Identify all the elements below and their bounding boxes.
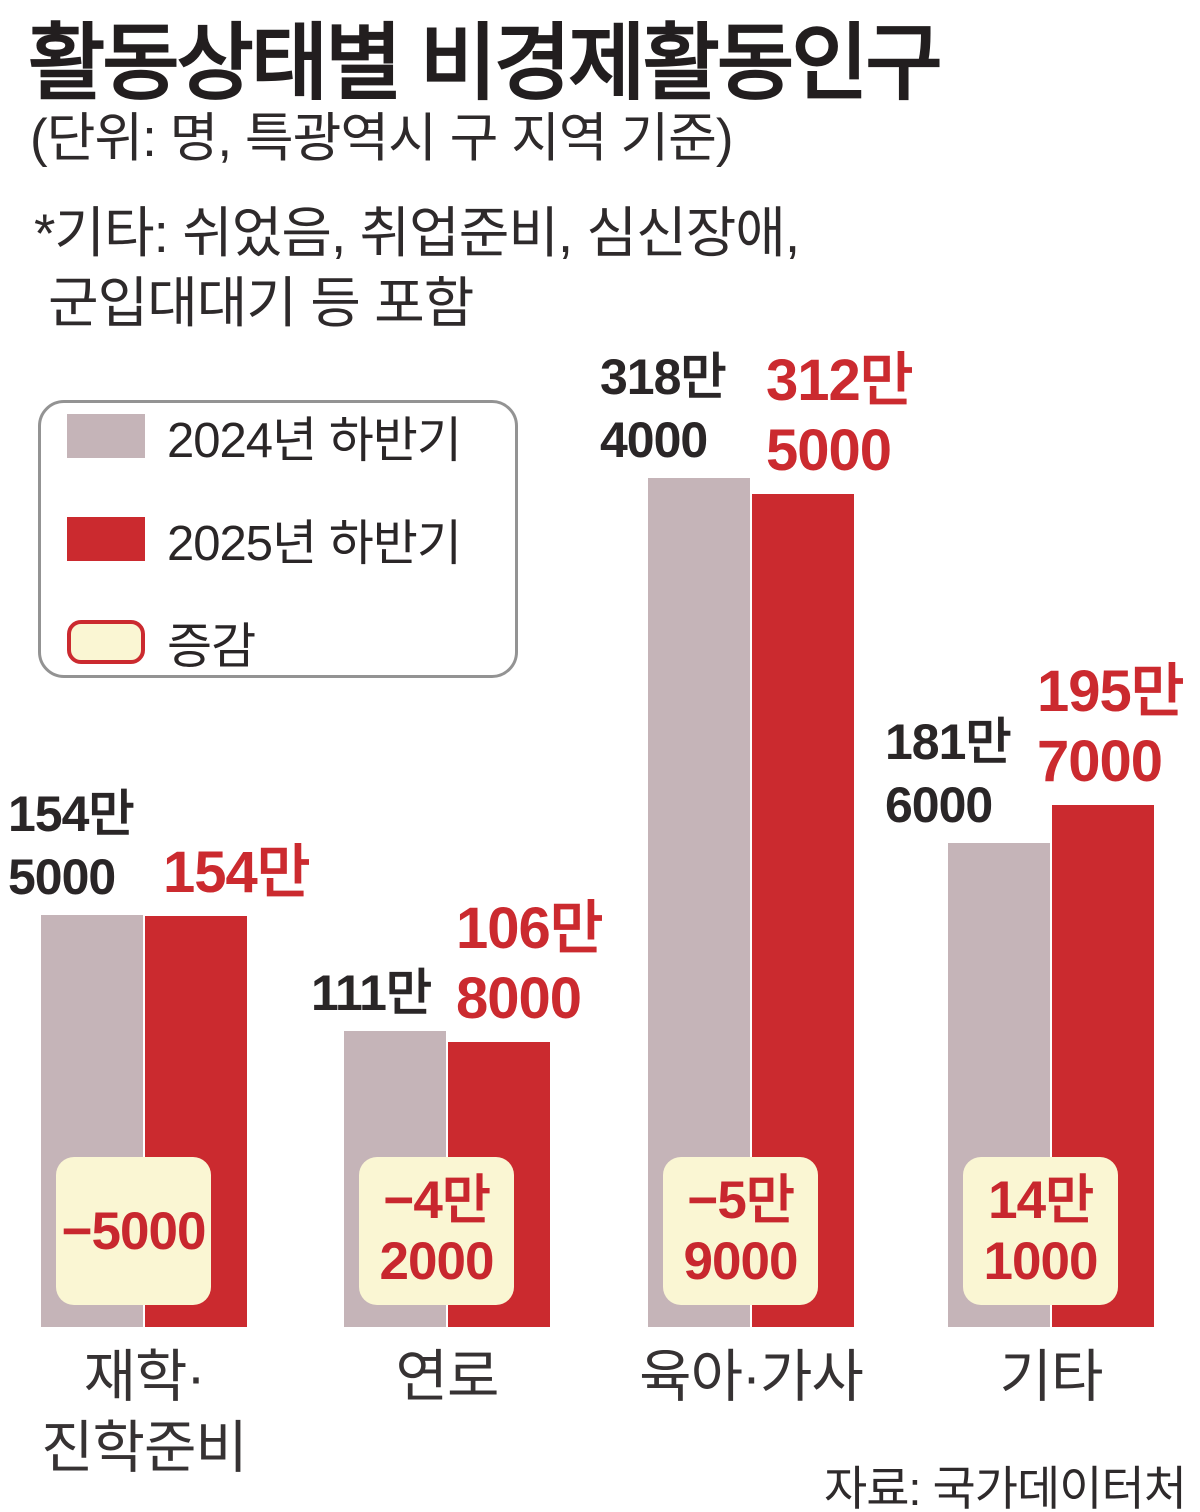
- value-2024-g1-line-1: 154만: [8, 786, 134, 842]
- footnote-line-1: *기타: 쉬었음, 취업준비, 심신장애,: [34, 202, 800, 264]
- footnote-line-2: 군입대대기 등 포함: [48, 272, 474, 334]
- change-badge-group-1: −5000: [56, 1157, 211, 1305]
- chart-footnote: *기타: 쉬었음, 취업준비, 심신장애, 군입대대기 등 포함: [34, 198, 800, 338]
- chart-unit-note: (단위: 명, 특광역시 구 지역 기준): [30, 109, 733, 168]
- change-badge-group-2: −4만 2000: [359, 1157, 514, 1305]
- category-label-1: 재학· 진학준비: [0, 1342, 319, 1484]
- change-g1-line-1: −5000: [61, 1201, 207, 1261]
- value-label-2025-group-1: 154만: [163, 838, 310, 908]
- value-label-2024-group-1: 154만 5000: [8, 783, 134, 909]
- value-2024-g1-line-2: 5000: [8, 849, 116, 905]
- value-2024-g3-line-2: 4000: [600, 411, 708, 468]
- category-label-4: 기타: [876, 1342, 1200, 1413]
- value-2025-g4-line-2: 7000: [1037, 729, 1163, 795]
- legend-swatch-2025-icon: [67, 517, 145, 561]
- value-2024-g4-line-1: 181만: [885, 713, 1011, 770]
- legend-swatch-change-icon: [67, 620, 145, 664]
- legend-label-change: 증감: [167, 619, 256, 674]
- value-2025-g4-line-1: 195만: [1037, 659, 1184, 725]
- value-label-2025-group-2: 106만 8000: [456, 894, 603, 1034]
- category-1-line-1: 재학·: [83, 1345, 206, 1409]
- value-label-2024-group-2: 111만: [311, 962, 432, 1025]
- value-2024-g4-line-2: 6000: [885, 776, 993, 833]
- change-g3-line-2: 9000: [683, 1232, 799, 1291]
- category-1-line-2: 진학준비: [41, 1416, 248, 1480]
- category-label-3: 육아·가사: [576, 1342, 926, 1413]
- change-g2-line-2: 2000: [379, 1232, 495, 1291]
- change-g4-line-1: 14만: [988, 1171, 1094, 1230]
- legend-swatch-2024-icon: [67, 414, 145, 458]
- change-g4-line-2: 1000: [983, 1232, 1099, 1291]
- category-label-2: 연로: [272, 1342, 622, 1413]
- legend-item-change: 증감: [67, 607, 515, 678]
- legend-item-2024: 2024년 하반기: [67, 401, 515, 472]
- page-title: 활동상태별 비경제활동인구: [28, 16, 943, 110]
- value-label-2025-group-4: 195만 7000: [1037, 657, 1184, 797]
- value-label-2024-group-3: 318만 4000: [600, 346, 726, 472]
- value-2025-g3-line-1: 312만: [766, 347, 913, 413]
- value-label-2024-group-4: 181만 6000: [885, 711, 1011, 837]
- change-badge-group-4: 14만 1000: [963, 1157, 1118, 1305]
- legend-label-2025: 2025년 하반기: [167, 516, 462, 571]
- value-2024-g3-line-1: 318만: [600, 348, 726, 405]
- category-3-line-1: 육아·가사: [639, 1345, 864, 1409]
- change-g2-line-1: −4만: [383, 1171, 490, 1230]
- value-label-2025-group-3: 312만 5000: [766, 346, 913, 486]
- category-2-line-1: 연로: [395, 1345, 500, 1409]
- legend-item-2025: 2025년 하반기: [67, 504, 515, 575]
- legend-label-2024: 2024년 하반기: [167, 413, 462, 468]
- value-2025-g1-line-1: 154만: [163, 840, 310, 906]
- value-2025-g3-line-2: 5000: [766, 417, 892, 483]
- chart-legend: 2024년 하반기 2025년 하반기 증감: [38, 400, 518, 678]
- category-4-line-1: 기타: [999, 1345, 1104, 1409]
- value-2025-g2-line-1: 106만: [456, 896, 603, 962]
- source-credit: 자료: 국가데이터처: [823, 1462, 1187, 1512]
- value-2025-g2-line-2: 8000: [456, 966, 582, 1032]
- change-g3-line-1: −5만: [687, 1171, 794, 1230]
- value-2024-g2-line-1: 111만: [311, 965, 432, 1021]
- change-badge-group-3: −5만 9000: [663, 1157, 818, 1305]
